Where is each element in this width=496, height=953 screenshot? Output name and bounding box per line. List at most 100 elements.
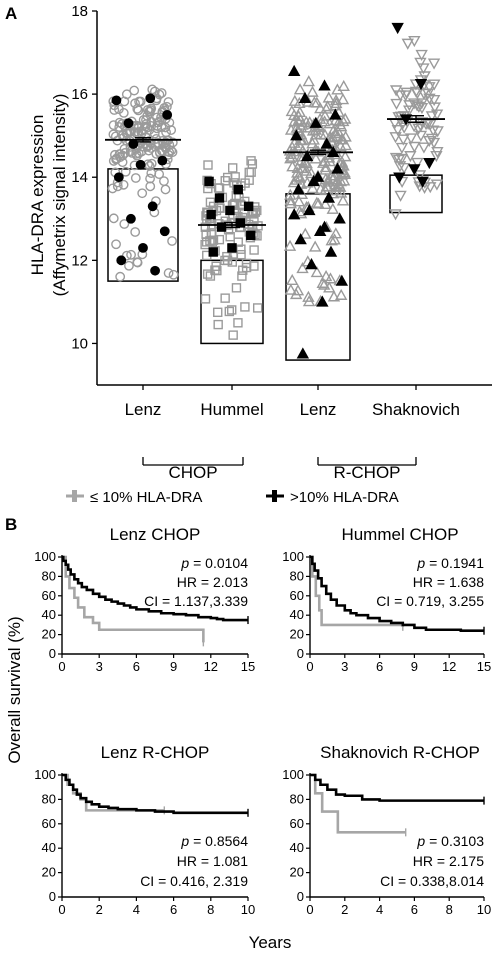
open-point [121, 250, 132, 261]
open-point [213, 319, 223, 330]
open-point [143, 145, 154, 156]
filled-point [233, 184, 243, 195]
open-point [310, 196, 324, 208]
open-point [129, 85, 140, 96]
km-x-tick-label: 10 [241, 902, 255, 917]
open-point [145, 106, 155, 117]
open-point [120, 166, 131, 177]
open-point [227, 257, 237, 267]
km-x-tick-label: 10 [477, 902, 491, 917]
open-point [222, 251, 232, 262]
km-x-tick-label: 0 [58, 902, 65, 917]
km-x-tick-label: 3 [341, 659, 348, 674]
open-point [211, 261, 221, 272]
open-point [207, 237, 217, 247]
open-point [336, 133, 349, 145]
filled-point [157, 155, 168, 166]
filled-point [290, 129, 303, 141]
open-point [283, 239, 297, 251]
km-curve-high [310, 555, 484, 633]
filled-point [320, 137, 333, 149]
filled-point [322, 191, 336, 203]
open-point [147, 84, 158, 95]
open-point [306, 85, 319, 97]
open-point [319, 197, 332, 210]
open-point [291, 284, 305, 296]
open-point [225, 231, 235, 242]
filled-point [309, 116, 323, 128]
open-point [308, 96, 321, 108]
open-point [302, 290, 315, 302]
km-y-tick-label: 40 [290, 607, 304, 622]
km-title: Shaknovich R-CHOP [320, 743, 480, 762]
open-point [287, 176, 301, 188]
open-point [286, 273, 299, 285]
open-point [306, 181, 319, 194]
open-point [425, 111, 439, 123]
open-point [327, 290, 341, 302]
open-point [296, 262, 309, 274]
open-point [323, 130, 337, 142]
panel-a-y-label-line2: (Affymetrix signal intensity) [50, 94, 69, 297]
km-y-tick-label: 100 [282, 549, 304, 564]
km-y-tick-label: 100 [34, 767, 56, 782]
open-point [417, 142, 431, 154]
open-point [414, 57, 427, 69]
open-point [300, 164, 313, 176]
km-x-tick-label: 3 [96, 659, 103, 674]
km-stat-2: CI = 0.719, 3.255 [376, 593, 484, 609]
filled-point [324, 245, 338, 257]
km-stat-0: p = 0.3103 [416, 833, 484, 849]
open-point [284, 188, 297, 200]
open-point [130, 227, 141, 237]
panel-a-y-tick-label: 18 [71, 3, 88, 20]
km-y-tick-label: 60 [42, 588, 56, 603]
km-y-tick-label: 0 [297, 646, 304, 661]
km-title: Lenz CHOP [110, 525, 201, 544]
open-point [213, 183, 224, 193]
open-point [136, 146, 147, 157]
open-point [331, 125, 345, 137]
open-point [415, 49, 428, 61]
open-point [205, 197, 216, 207]
panel-a-dot-plot: 10 12 14 16 18 Lenz Hummel Lenz Shaknovich [71, 3, 492, 419]
km-curve-low [62, 555, 205, 643]
filled-point [318, 79, 331, 91]
open-point [427, 94, 441, 107]
km-stat-1: HR = 1.638 [413, 574, 484, 590]
open-point [132, 257, 143, 268]
km-curve-high [62, 773, 248, 815]
km-x-tick-label: 15 [241, 659, 255, 674]
group-label-rchop: R-CHOP [333, 463, 400, 482]
panel-a-x-tick-label: Hummel [200, 400, 263, 419]
open-point [389, 132, 402, 144]
open-point [136, 126, 147, 136]
km-plot-lenz-chop: Lenz CHOP 0 20 40 60 80 100 0 3 6 9 12 15 p = 0.0104 H… [34, 525, 255, 674]
filled-point [243, 201, 254, 212]
open-point [159, 176, 169, 187]
filled-point [128, 139, 139, 149]
open-point [167, 137, 178, 148]
open-point [321, 100, 334, 112]
open-point [329, 227, 343, 239]
open-point [326, 187, 340, 199]
open-point [115, 271, 126, 282]
open-point [132, 103, 143, 114]
km-plot-lenz-rchop: Lenz R-CHOP 0 20 40 60 80 100 0 2 4 6 8 10 p = 0.8564… [34, 743, 255, 917]
filled-point [206, 209, 216, 220]
filled-point [246, 230, 256, 241]
open-point [322, 91, 335, 103]
filled-point [162, 109, 173, 120]
km-x-tick-label: 0 [306, 902, 313, 917]
open-point [108, 129, 119, 140]
filled-point [335, 274, 349, 286]
panel-a-y-tick-label: 16 [71, 86, 88, 103]
open-point [149, 86, 160, 97]
open-point [133, 105, 144, 116]
open-point [286, 160, 299, 172]
open-point [402, 105, 416, 117]
filled-point [333, 212, 346, 224]
open-point [424, 119, 437, 131]
open-point [404, 151, 417, 163]
open-point [430, 179, 444, 191]
